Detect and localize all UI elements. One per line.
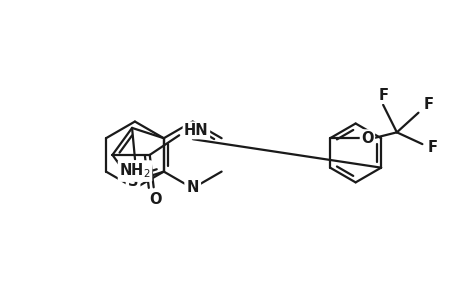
Text: HN: HN <box>184 123 208 138</box>
Text: NH$_2$: NH$_2$ <box>119 162 151 180</box>
Text: O: O <box>149 192 162 207</box>
Text: F: F <box>377 88 387 103</box>
Text: F: F <box>422 98 432 112</box>
Text: S: S <box>128 174 138 189</box>
Text: N: N <box>186 180 198 195</box>
Text: O: O <box>360 131 373 146</box>
Text: F: F <box>426 140 436 154</box>
